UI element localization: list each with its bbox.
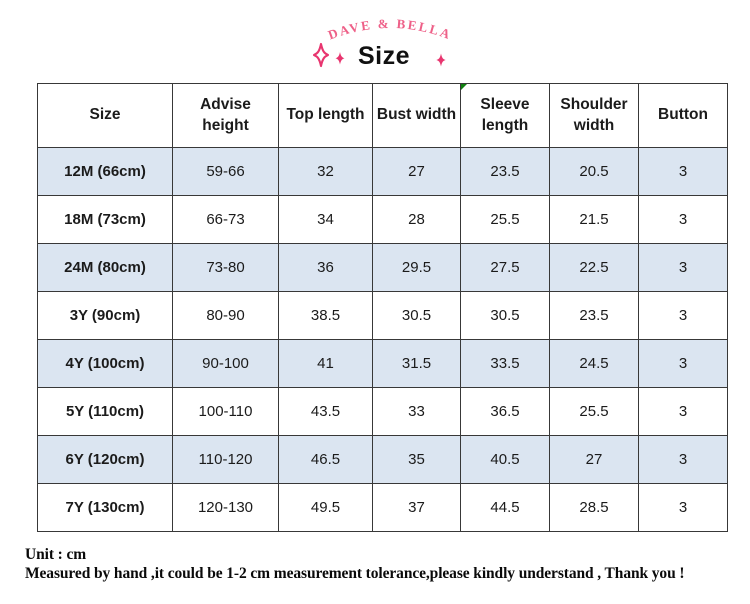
value-cell: 66-73 <box>172 195 279 244</box>
cell-corner-marker <box>461 84 467 90</box>
value-cell: 25.5 <box>460 195 550 244</box>
value-cell: 59-66 <box>172 147 279 196</box>
value-cell: 23.5 <box>549 291 639 340</box>
value-cell: 49.5 <box>278 483 373 532</box>
sparkle-icon <box>312 42 330 68</box>
value-cell: 30.5 <box>460 291 550 340</box>
value-cell: 3 <box>638 339 728 388</box>
brand-name-arc: DAVE & BELLA <box>326 16 454 43</box>
value-cell: 73-80 <box>172 243 279 292</box>
table-body: 12M (66cm) 59-66 32 27 23.5 20.5 3 18M (73cm) 66… <box>37 147 728 532</box>
table-row: 12M (66cm) 59-66 32 27 23.5 20.5 3 <box>37 147 728 196</box>
value-cell: 24.5 <box>549 339 639 388</box>
header-cell-size: Size <box>37 83 173 148</box>
table-row: 5Y (110cm) 100-110 43.5 33 36.5 25.5 3 <box>37 387 728 436</box>
header-label: Size <box>89 106 121 124</box>
value-cell: 3 <box>638 435 728 484</box>
value-cell: 90-100 <box>172 339 279 388</box>
value-cell: 36.5 <box>460 387 550 436</box>
size-cell: 3Y (90cm) <box>37 291 173 340</box>
value-cell: 30.5 <box>372 291 461 340</box>
value-cell: 80-90 <box>172 291 279 340</box>
value-cell: 22.5 <box>549 243 639 292</box>
value-cell: 3 <box>638 291 728 340</box>
value-cell: 33.5 <box>460 339 550 388</box>
header-cell-sleeve-length: Sleeve length <box>460 83 550 148</box>
header-label: Sleeve length <box>480 95 530 134</box>
value-cell: 23.5 <box>460 147 550 196</box>
table-row: 3Y (90cm) 80-90 38.5 30.5 30.5 23.5 3 <box>37 291 728 340</box>
header-label: Button <box>658 106 708 124</box>
size-cell: 24M (80cm) <box>37 243 173 292</box>
header-label: Shoulder width <box>560 95 628 134</box>
table-row: 7Y (130cm) 120-130 49.5 37 44.5 28.5 3 <box>37 483 728 532</box>
value-cell: 21.5 <box>549 195 639 244</box>
header-cell-advise-height: Advise height <box>172 83 279 148</box>
size-cell: 18M (73cm) <box>37 195 173 244</box>
tolerance-note: Measured by hand ,it could be 1-2 cm mea… <box>25 565 685 582</box>
value-cell: 27 <box>372 147 461 196</box>
value-cell: 36 <box>278 243 373 292</box>
value-cell: 31.5 <box>372 339 461 388</box>
sparkle-small-icon <box>335 52 345 65</box>
unit-note: Unit : cm <box>25 546 87 563</box>
size-cell: 12M (66cm) <box>37 147 173 196</box>
header-cell-top-length: Top length <box>278 83 373 148</box>
value-cell: 33 <box>372 387 461 436</box>
size-table: Size Advise height Top length Bust width Sle… <box>37 83 728 532</box>
value-cell: 25.5 <box>549 387 639 436</box>
value-cell: 3 <box>638 147 728 196</box>
header-cell-button: Button <box>638 83 728 148</box>
value-cell: 20.5 <box>549 147 639 196</box>
value-cell: 3 <box>638 387 728 436</box>
value-cell: 110-120 <box>172 435 279 484</box>
value-cell: 28.5 <box>549 483 639 532</box>
header-label: Bust width <box>376 106 457 124</box>
value-cell: 38.5 <box>278 291 373 340</box>
value-cell: 35 <box>372 435 461 484</box>
value-cell: 100-110 <box>172 387 279 436</box>
value-cell: 3 <box>638 243 728 292</box>
table-row: 24M (80cm) 73-80 36 29.5 27.5 22.5 3 <box>37 243 728 292</box>
value-cell: 46.5 <box>278 435 373 484</box>
value-cell: 34 <box>278 195 373 244</box>
value-cell: 43.5 <box>278 387 373 436</box>
size-cell: 7Y (130cm) <box>37 483 173 532</box>
page-title: Size <box>357 42 411 70</box>
header-row: Size Advise height Top length Bust width Sle… <box>37 83 728 148</box>
brand-name: DAVE & BELLA <box>326 16 452 43</box>
value-cell: 29.5 <box>372 243 461 292</box>
table-row: 4Y (100cm) 90-100 41 31.5 33.5 24.5 3 <box>37 339 728 388</box>
header-label: Top length <box>286 106 365 124</box>
brand-header: DAVE & BELLA <box>312 16 454 68</box>
value-cell: 32 <box>278 147 373 196</box>
size-cell: 4Y (100cm) <box>37 339 173 388</box>
table-row: 18M (73cm) 66-73 34 28 25.5 21.5 3 <box>37 195 728 244</box>
value-cell: 41 <box>278 339 373 388</box>
table-row: 6Y (120cm) 110-120 46.5 35 40.5 27 3 <box>37 435 728 484</box>
value-cell: 44.5 <box>460 483 550 532</box>
size-cell: 5Y (110cm) <box>37 387 173 436</box>
footer: Unit : cm Measured by hand ,it could be … <box>25 545 745 583</box>
header-label: Advise height <box>200 95 251 134</box>
value-cell: 28 <box>372 195 461 244</box>
value-cell: 40.5 <box>460 435 550 484</box>
value-cell: 120-130 <box>172 483 279 532</box>
value-cell: 37 <box>372 483 461 532</box>
value-cell: 3 <box>638 195 728 244</box>
value-cell: 3 <box>638 483 728 532</box>
sparkle-small-icon <box>436 53 446 67</box>
value-cell: 27 <box>549 435 639 484</box>
header-cell-shoulder-width: Shoulder width <box>549 83 639 148</box>
value-cell: 27.5 <box>460 243 550 292</box>
size-cell: 6Y (120cm) <box>37 435 173 484</box>
header-cell-bust-width: Bust width <box>372 83 461 148</box>
